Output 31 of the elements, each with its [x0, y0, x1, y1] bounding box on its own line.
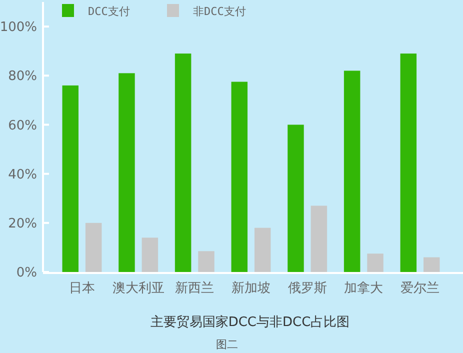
bar	[423, 257, 440, 272]
y-tick-label: 40%	[8, 167, 37, 182]
x-tick-label: 澳大利亚	[112, 281, 164, 296]
x-tick-label: 新西兰	[175, 281, 214, 296]
bar	[231, 82, 248, 272]
text: 图二	[216, 338, 238, 351]
bar	[198, 251, 214, 272]
bar	[62, 85, 79, 272]
bar	[367, 254, 384, 272]
bar	[254, 228, 271, 272]
legend-label: DCC支付	[88, 4, 130, 18]
y-tick-label: 100%	[0, 20, 37, 36]
y-tick-label: 20%	[8, 216, 37, 232]
bar	[310, 206, 328, 272]
bar	[85, 222, 102, 272]
x-tick-label: 日本	[68, 281, 95, 296]
legend-label: 非DCC支付	[193, 4, 246, 18]
bar	[288, 124, 304, 272]
bar	[142, 238, 158, 272]
bar	[344, 70, 360, 272]
x-tick-label: 俄罗斯	[288, 281, 327, 296]
y-tick-label: 0%	[16, 266, 37, 281]
x-tick-label: 新加坡	[232, 281, 270, 296]
bar	[118, 73, 135, 272]
y-tick-label: 60%	[8, 118, 37, 134]
x-tick-label: 加拿大	[344, 281, 384, 296]
y-tick-label: 80%	[8, 69, 37, 84]
bar	[174, 54, 192, 272]
x-tick-label: 爱尔兰	[400, 281, 440, 296]
bar	[400, 54, 417, 272]
x-axis-title: 主要贸易国家DCC与非DCC占比图	[150, 314, 350, 330]
